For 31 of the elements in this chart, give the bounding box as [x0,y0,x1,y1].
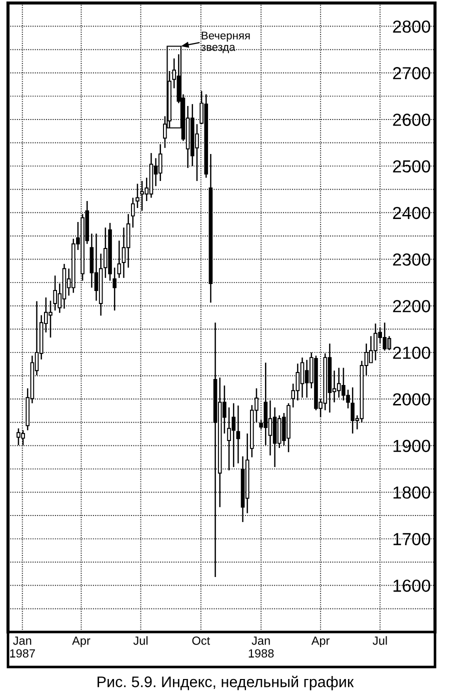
candlestick [300,356,304,398]
y-tick-label: 2200 [393,300,430,312]
text: Рис. 5.9. Индекс, недельный график [98,676,354,690]
y-tick-label: 2000 [393,393,430,406]
candlestick [136,183,140,209]
x-tick-label: Jul [372,636,387,645]
x-tick-label: Jul [133,636,148,645]
y-tick-label: 1600 [394,580,430,592]
y-tick-label: 1700 [394,532,430,546]
y-tick-label: 2500 [393,160,430,173]
x-tick-label: Oct [192,636,210,645]
candlestick [112,267,116,312]
x-tick-label: Jan 1987 [10,636,35,658]
candlestick [130,197,135,228]
y-tick-label: 2100 [393,346,430,359]
y-tick-label: 1800 [394,486,430,499]
candlestick [158,144,162,182]
y-tick-label: 2700 [393,67,430,80]
y-tick-label: 2300 [393,253,430,266]
x-tick-label: Jan 1988 [248,636,274,658]
candlestick [122,226,126,279]
y-tick-label: 2400 [393,206,430,220]
y-tick-label: 2600 [393,114,430,126]
y-tick-label: 1900 [394,440,430,452]
x-tick-label: Apr [311,636,330,648]
candlestick [126,213,130,268]
x-tick-label: Apr [72,636,90,648]
candlestick [117,240,122,279]
y-tick-label: 2800 [393,20,430,33]
annotation: Вечерняя звезда [201,32,250,54]
candlestick [236,404,240,464]
